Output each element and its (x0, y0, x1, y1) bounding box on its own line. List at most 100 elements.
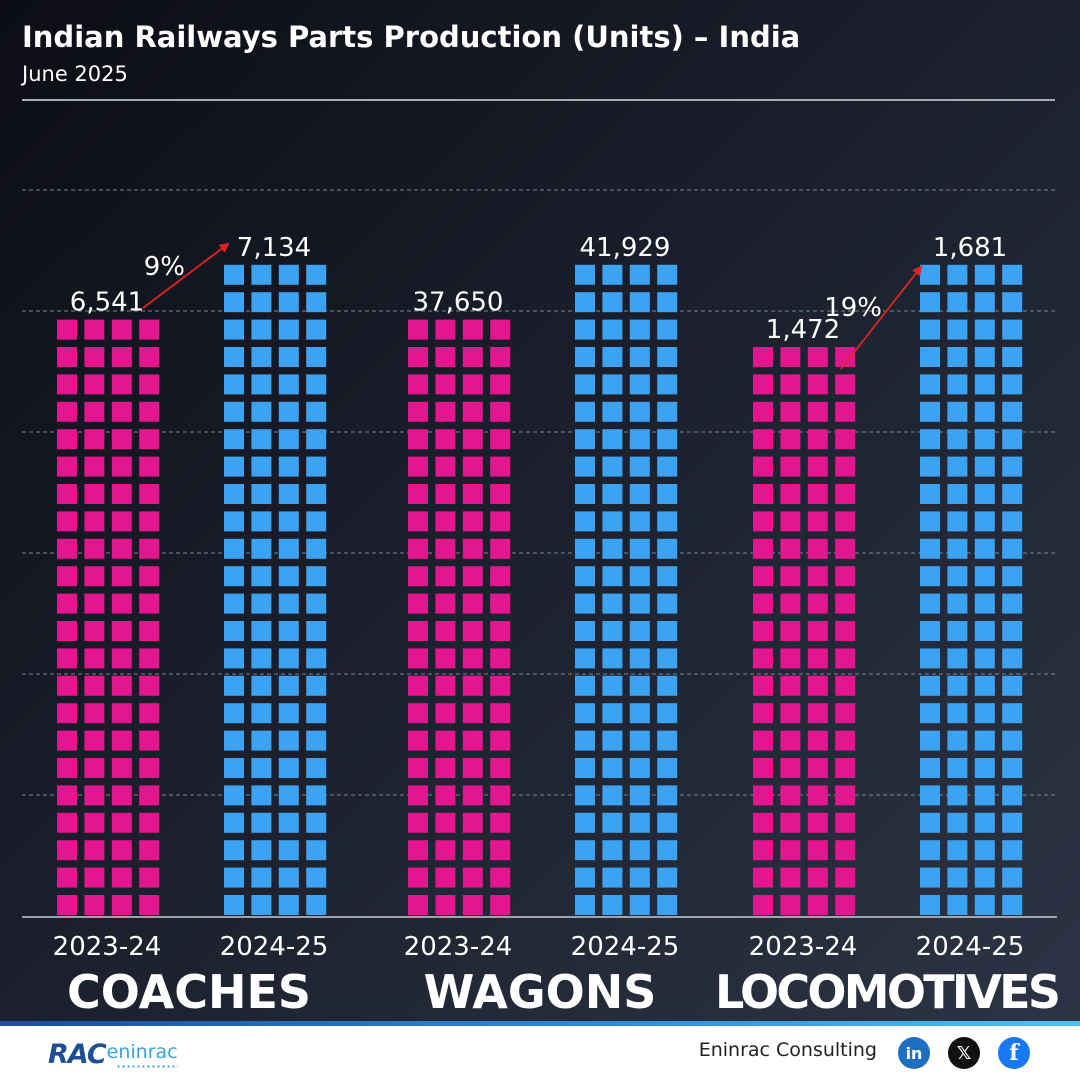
bar-unit-square (974, 840, 995, 861)
bar-unit-square (278, 484, 299, 504)
bar-unit-square (57, 511, 77, 532)
bar-unit-square (974, 319, 995, 340)
bar-unit-square (84, 347, 105, 367)
bar-unit-square (780, 538, 801, 559)
bar-unit-square (490, 675, 511, 696)
bar-unit-square (57, 895, 77, 915)
bar-unit-square (780, 840, 801, 861)
bar-unit-square (780, 703, 801, 724)
x-icon[interactable]: 𝕏 (948, 1037, 980, 1069)
bar-unit-square (306, 593, 327, 614)
bar-unit-square (1002, 675, 1023, 696)
bar-unit-square (657, 895, 678, 915)
bar-unit-square (462, 538, 483, 559)
bar-unit-square (629, 347, 650, 367)
bar-unit-square (408, 621, 428, 641)
labels: 6,5412023-247,1342024-25COACHES37,650202… (53, 233, 1061, 1019)
bar-unit-square (111, 785, 132, 806)
bar-unit-square (490, 511, 511, 532)
bar-unit-square (974, 401, 995, 422)
bar-unit-square (251, 593, 272, 614)
bar-unit-square (629, 484, 650, 504)
bar-unit-square (1002, 484, 1023, 504)
bar-unit-square (602, 264, 623, 285)
bar-unit-square (807, 593, 828, 614)
bar-unit-square (306, 511, 327, 532)
bar-unit-square (490, 456, 511, 477)
bar-unit-square (602, 840, 623, 861)
bar-unit-square (602, 456, 623, 477)
logo-text: eninrac (106, 1041, 178, 1063)
bar-unit-square (111, 538, 132, 559)
bar-unit-square (1002, 264, 1023, 285)
bar-unit-square (490, 621, 511, 641)
bar-unit-square (139, 867, 160, 888)
bar-unit-square (490, 347, 511, 367)
bar-unit-square (753, 511, 773, 532)
bar-unit-square (602, 730, 623, 751)
bar-unit-square (251, 292, 272, 313)
growth-arrows: 9% 19% (142, 242, 923, 370)
growth-arrow (840, 265, 923, 370)
bar-unit-square (575, 730, 595, 751)
bar-unit-square (251, 429, 272, 450)
eninrac-logo[interactable]: RAC eninrac (48, 1037, 178, 1071)
bar-unit-square (780, 812, 801, 833)
bar-unit-square (974, 374, 995, 395)
bar-unit-square (224, 867, 244, 888)
bar-unit-square (602, 785, 623, 806)
bar-unit-square (306, 648, 327, 669)
bar-unit-square (920, 484, 940, 504)
bar-unit-square (835, 566, 856, 587)
bar-unit-square (780, 648, 801, 669)
bar-unit-square (1002, 840, 1023, 861)
bar-unit-square (490, 648, 511, 669)
bar-unit-square (753, 621, 773, 641)
bar-unit-square (251, 895, 272, 915)
bar-unit-square (408, 730, 428, 751)
bar-unit-square (462, 429, 483, 450)
bar-unit-square (435, 895, 456, 915)
bar-unit-square (947, 593, 968, 614)
brand-name: Eninrac Consulting (698, 1039, 877, 1061)
bar-unit-square (408, 456, 428, 477)
bar-unit-square (602, 758, 623, 778)
bar-unit-square (575, 703, 595, 724)
bar-unit-square (920, 867, 940, 888)
bar-unit-square (575, 374, 595, 395)
bar-unit-square (753, 429, 773, 450)
bar-unit-square (57, 785, 77, 806)
bar-unit-square (139, 840, 160, 861)
bar-unit-square (57, 456, 77, 477)
category-label: WAGONS (424, 965, 657, 1019)
bar-unit-square (753, 484, 773, 504)
bar-unit-square (947, 429, 968, 450)
locomotives-2024-25-bar (920, 264, 1023, 915)
bar-unit-square (780, 429, 801, 450)
bar-unit-square (657, 264, 678, 285)
bar-unit-square (462, 593, 483, 614)
bar-unit-square (57, 675, 77, 696)
bar-unit-square (920, 648, 940, 669)
bar-unit-square (575, 593, 595, 614)
bar-unit-square (807, 429, 828, 450)
bar-unit-square (753, 703, 773, 724)
bar-unit-square (462, 401, 483, 422)
bar-unit-square (435, 456, 456, 477)
bar-unit-square (84, 730, 105, 751)
bar-unit-square (224, 840, 244, 861)
bar-unit-square (111, 484, 132, 504)
bar-unit-square (1002, 292, 1023, 313)
bar-unit-square (139, 538, 160, 559)
facebook-icon[interactable]: f (998, 1037, 1030, 1069)
bar-unit-square (629, 758, 650, 778)
bar-unit-square (224, 456, 244, 477)
bar-unit-square (947, 319, 968, 340)
bar-unit-square (575, 511, 595, 532)
bar-unit-square (629, 511, 650, 532)
bar-unit-square (1002, 429, 1023, 450)
bar-unit-square (947, 456, 968, 477)
linkedin-icon[interactable]: in (898, 1037, 930, 1069)
bar-unit-square (490, 758, 511, 778)
bar-unit-square (629, 675, 650, 696)
